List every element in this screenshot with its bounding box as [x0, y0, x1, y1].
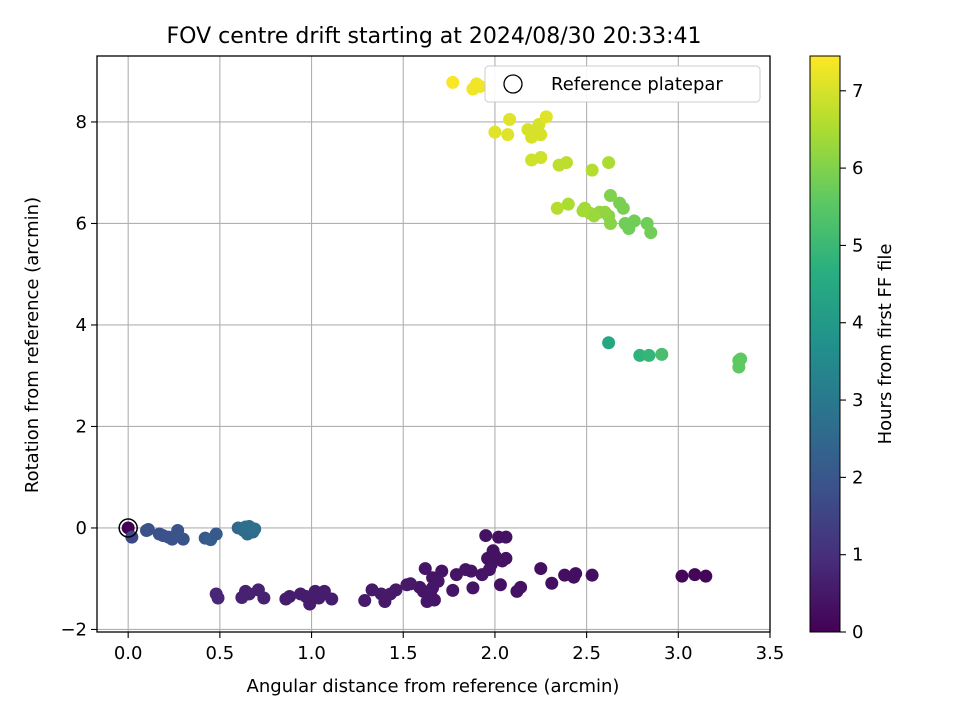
colorbar	[809, 55, 841, 633]
data-point	[365, 583, 379, 597]
data-point	[239, 520, 253, 534]
data-point	[602, 336, 616, 350]
data-point	[358, 594, 372, 608]
y-tick-label: 2	[76, 416, 87, 437]
data-point	[655, 347, 669, 361]
data-point	[169, 529, 183, 543]
data-point	[585, 163, 599, 177]
data-point	[435, 564, 449, 578]
data-point	[550, 201, 564, 215]
data-point	[466, 82, 480, 96]
data-point	[141, 522, 155, 536]
colorbar-tick-label: 2	[852, 467, 863, 488]
data-point	[475, 568, 489, 582]
data-point	[545, 576, 559, 590]
grid	[97, 56, 771, 632]
x-axis-label: Angular distance from reference (arcmin)	[247, 676, 620, 697]
data-point	[602, 156, 616, 170]
x-tick-label: 0.5	[206, 643, 235, 664]
data-point	[603, 189, 617, 203]
x-tick-label: 2.5	[572, 643, 601, 664]
data-point	[495, 554, 509, 568]
y-tick-label: 0	[76, 518, 87, 539]
data-point	[479, 529, 493, 543]
x-tick-label: 1.5	[389, 643, 418, 664]
data-point	[481, 551, 495, 565]
data-point	[446, 75, 460, 89]
data-point	[521, 123, 535, 137]
colorbar-tick-label: 1	[852, 545, 863, 566]
data-point	[499, 530, 513, 544]
y-tick-label: 8	[76, 112, 87, 133]
data-point	[640, 216, 654, 230]
legend-entry: Reference platepar	[551, 74, 723, 95]
data-point	[427, 593, 441, 607]
data-point	[400, 578, 414, 592]
y-axis: −2 0 2 4 6 8	[60, 112, 97, 640]
data-point	[552, 158, 566, 172]
plot-frame	[96, 55, 771, 633]
legend-marker-icon	[503, 74, 523, 94]
data-point	[503, 112, 517, 126]
colorbar-tick-label: 6	[852, 158, 863, 179]
data-point	[613, 196, 627, 210]
data-point	[675, 569, 689, 583]
data-point	[576, 204, 590, 218]
chart-title: FOV centre drift starting at 2024/08/30 …	[167, 24, 702, 49]
colorbar-tick-label: 4	[852, 313, 863, 334]
y-tick-label: −2	[60, 619, 87, 640]
data-point	[699, 569, 713, 583]
x-tick-label: 2.0	[481, 643, 510, 664]
data-point	[539, 110, 553, 124]
colorbar-tick-label: 0	[852, 622, 863, 643]
data-point	[449, 568, 463, 582]
x-tick-label: 3.0	[664, 643, 693, 664]
data-point	[585, 568, 599, 582]
data-point	[378, 595, 392, 609]
data-point	[567, 570, 581, 584]
data-point	[466, 581, 480, 595]
data-point	[294, 587, 308, 601]
data-point	[279, 592, 293, 606]
colorbar-tick-label: 3	[852, 390, 863, 411]
colorbar-tick-label: 5	[852, 235, 863, 256]
data-point	[732, 360, 746, 374]
colorbar-tick-label: 7	[852, 81, 863, 102]
points	[121, 75, 748, 611]
data-point	[493, 578, 507, 592]
data-point	[488, 125, 502, 139]
data-point	[534, 562, 548, 576]
reference-marker	[118, 518, 138, 538]
x-axis: 0.0 0.5 1.0 1.5 2.0 2.5 3.0 3.5	[114, 632, 784, 664]
y-tick-label: 4	[76, 315, 87, 336]
y-axis-label: Rotation from reference (arcmin)	[22, 197, 43, 493]
colorbar-label: Hours from first FF file	[875, 244, 896, 445]
y-tick-label: 6	[76, 213, 87, 234]
data-point	[642, 348, 656, 362]
data-point	[633, 348, 647, 362]
data-point	[209, 587, 223, 601]
data-point	[510, 584, 524, 598]
data-point	[501, 128, 515, 142]
data-point	[209, 527, 223, 541]
x-tick-label: 0.0	[114, 643, 143, 664]
data-point	[235, 590, 249, 604]
reference-point	[118, 518, 138, 538]
legend-box	[484, 65, 761, 103]
x-tick-label: 3.5	[756, 643, 785, 664]
data-point	[618, 216, 632, 230]
data-point	[525, 153, 539, 167]
data-point	[561, 197, 575, 211]
legend: Reference platepar	[484, 65, 761, 103]
data-point	[446, 583, 460, 597]
x-tick-label: 1.0	[297, 643, 326, 664]
data-point	[688, 568, 702, 582]
data-point	[418, 562, 432, 576]
colorbar-axis: 0 1 2 3 4 5 6 7	[840, 81, 863, 643]
